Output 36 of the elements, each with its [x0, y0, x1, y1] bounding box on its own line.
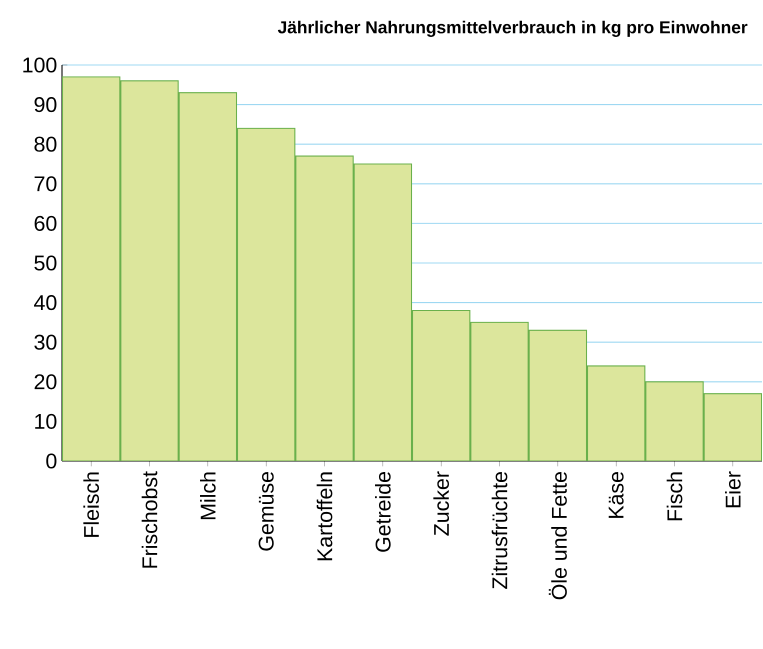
x-tick-label: Kartoffeln — [316, 472, 332, 560]
x-tick-label: Zucker — [433, 471, 450, 536]
bar — [62, 76, 120, 461]
bar — [586, 365, 646, 461]
y-tick-label: 70 — [34, 176, 56, 192]
x-tick-label: Frischobst — [142, 471, 158, 568]
x-tick-label: Öle und Fette — [548, 472, 567, 600]
bar — [178, 92, 238, 461]
bar — [412, 310, 470, 461]
y-tick-label: 60 — [34, 216, 56, 231]
bar — [470, 322, 529, 461]
x-tick-label: Käse — [608, 472, 624, 518]
bar — [120, 80, 179, 461]
x-tick-label: Eier — [725, 471, 741, 508]
chart-title: Jährlicher Nahrungsmittelverbrauch in kg pro Einwohner — [278, 20, 748, 37]
x-tick-label: Zitrusfrüchte — [492, 472, 508, 589]
bar — [528, 330, 588, 461]
y-tick-label: 90 — [34, 97, 56, 112]
x-tick-label: Fisch — [666, 472, 682, 520]
bar — [645, 381, 704, 461]
y-tick-label: 40 — [34, 295, 56, 310]
x-tick-label: Fleisch — [83, 472, 100, 537]
bar — [236, 128, 296, 461]
y-tick-label: 50 — [34, 255, 56, 271]
y-tick-label: 20 — [34, 374, 56, 390]
bar — [354, 163, 412, 461]
y-tick-label: 30 — [34, 334, 56, 350]
bar — [704, 393, 762, 461]
x-tick-label: Milch — [200, 472, 216, 520]
x-tick-label: Gemüse — [258, 472, 274, 551]
y-tick-label: 100 — [23, 57, 56, 73]
y-tick-label: 10 — [35, 414, 56, 429]
bar — [295, 156, 354, 461]
y-tick-label: 0 — [46, 453, 56, 469]
y-tick-label: 80 — [34, 136, 56, 152]
x-tick-label: Getreide — [375, 472, 391, 552]
